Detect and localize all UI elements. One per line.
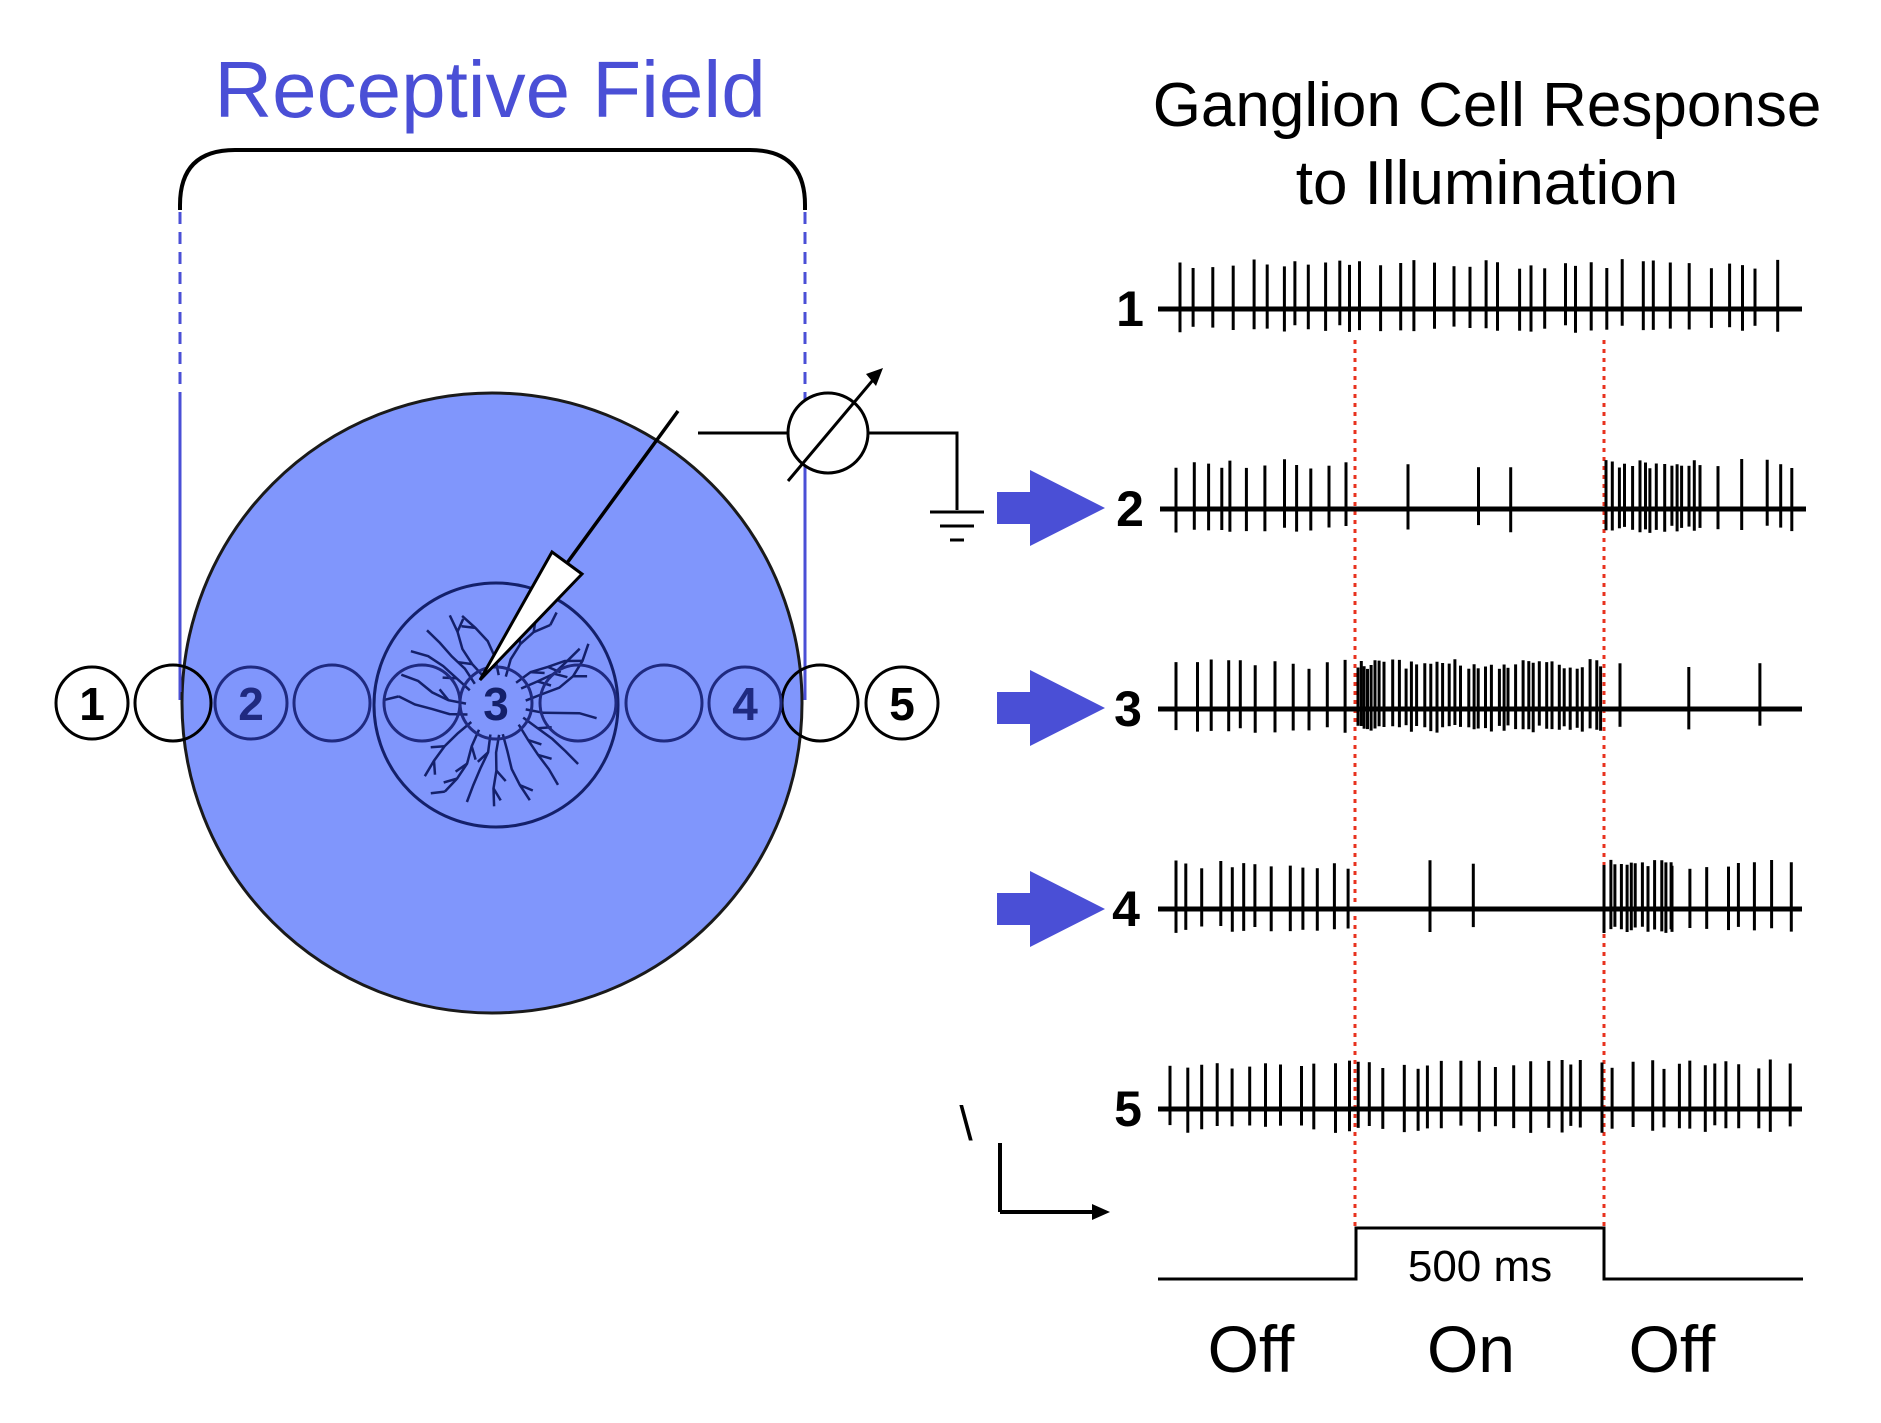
stimulus-position-5: 5 [864,665,940,741]
spike-trace-4 [1158,859,1802,933]
stimulus-position-3: 3 [458,665,534,741]
receptive-field-disk [180,391,804,1015]
stimulus-position-label: 4 [732,678,758,730]
response-title-line1: Ganglion Cell Response [1153,71,1822,140]
receptive-field-title: Receptive Field [214,45,765,134]
trace-label-4: 4 [1112,881,1140,937]
stimulus-position-label: 5 [889,678,915,730]
spike-trace-3 [1158,659,1802,733]
response-title-line2: to Illumination [1296,149,1679,218]
phase-label-off-post: Off [1629,1312,1716,1386]
amplifier-meter-icon [698,368,959,510]
phase-label-on: On [1427,1312,1515,1386]
trace-pointer-arrow-3 [997,670,1105,746]
trace-pointer-arrow-2 [997,470,1105,546]
ganglion-cell-drawing [372,581,620,829]
ground-icon [930,510,984,542]
trace-label-5: 5 [1114,1081,1142,1137]
scale-bar-mark: \ [959,1098,973,1151]
stimulus-position-label: 1 [79,678,105,730]
trace-label-2: 2 [1116,481,1144,537]
scale-bar [998,1143,1110,1220]
spike-trace-2 [1160,459,1806,533]
spike-trace-5 [1158,1059,1802,1133]
recording-electrode [478,409,680,682]
trace-label-3: 3 [1114,681,1142,737]
stimulus-position-2: 2 [213,665,289,741]
stimulus-duration-label: 500 ms [1408,1242,1552,1291]
spike-trace-1 [1158,259,1802,333]
stimulus-position-label: 3 [483,678,509,730]
stimulus-position-4: 4 [707,665,783,741]
phase-label-off-pre: Off [1208,1312,1295,1386]
stimulus-position-label: 2 [238,678,264,730]
stimulus-position-1: 1 [54,665,130,741]
stimulus-waveform [1158,1226,1803,1281]
receptive-field-bracket [178,148,807,210]
trace-label-1: 1 [1116,281,1144,337]
trace-pointer-arrow-4 [997,871,1105,947]
